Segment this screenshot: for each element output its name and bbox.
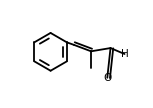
Text: H: H <box>121 49 128 59</box>
Text: O: O <box>103 73 111 83</box>
